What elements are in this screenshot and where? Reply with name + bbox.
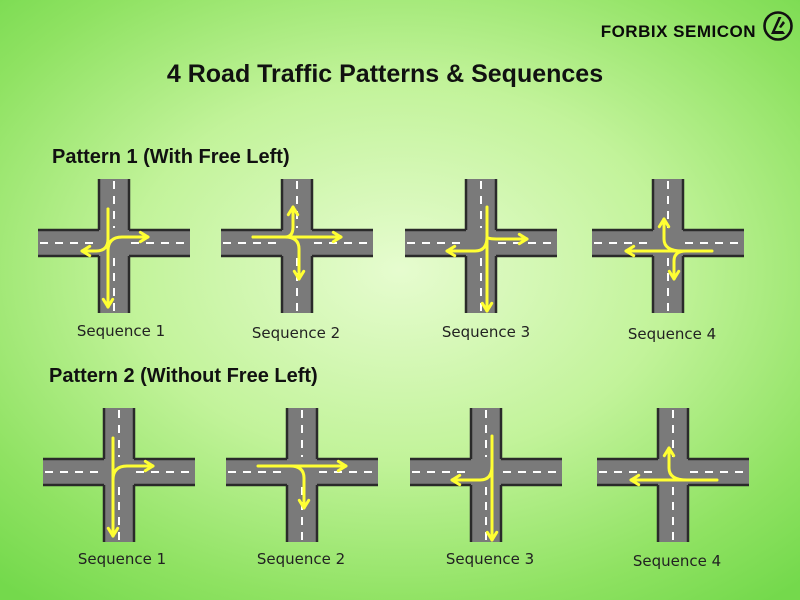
pattern-1-sequence-4-diagram xyxy=(592,179,744,313)
brand-name: FORBIX SEMICON xyxy=(600,22,756,41)
intersection xyxy=(221,179,373,313)
traffic-arrow-n-e xyxy=(111,459,155,538)
page-title: 4 Road Traffic Patterns & Sequences xyxy=(166,60,604,88)
road-edge-horizontal xyxy=(405,228,557,258)
traffic-arrow-e-s xyxy=(667,249,688,281)
traffic-arrow-w-s xyxy=(283,235,306,281)
traffic-arrow-w-s xyxy=(288,464,311,510)
road-edge-vertical xyxy=(469,408,503,542)
road-edge-horizontal xyxy=(597,457,749,487)
road-edge-horizontal xyxy=(410,457,562,487)
road-edge-horizontal xyxy=(221,228,373,258)
pattern-1-sequence-3-diagram xyxy=(405,179,557,313)
forbix-logo-icon xyxy=(763,11,793,41)
road-edge-vertical xyxy=(464,179,498,313)
pattern-2-sequence-3-diagram xyxy=(410,408,562,542)
road-edge-vertical xyxy=(285,408,319,542)
traffic-arrow-n-e xyxy=(106,230,150,309)
road-edge-horizontal xyxy=(38,228,190,258)
road-edge-horizontal xyxy=(226,457,378,487)
pattern-1-title: Pattern 1 (With Free Left) xyxy=(52,146,290,168)
intersection xyxy=(592,179,744,313)
traffic-arrow-n-w xyxy=(80,207,110,258)
intersection xyxy=(43,408,195,542)
intersection xyxy=(405,179,557,313)
traffic-arrow-w-e xyxy=(256,459,348,473)
pattern-2-sequence-1-label: Sequence 1 xyxy=(77,550,167,568)
pattern-1-sequence-3-label: Sequence 3 xyxy=(441,323,531,341)
intersection xyxy=(226,408,378,542)
pattern-2-sequence-2-diagram xyxy=(226,408,378,542)
pattern-1-sequence-2-diagram xyxy=(221,179,373,313)
road-edge-vertical xyxy=(280,179,314,313)
pattern-1-sequence-4-label: Sequence 4 xyxy=(627,325,717,343)
pattern-2-sequence-2-label: Sequence 2 xyxy=(256,550,346,568)
traffic-arrow-e-n xyxy=(662,446,689,482)
traffic-arrow-s-w xyxy=(445,235,489,258)
traffic-arrow-e-w xyxy=(629,473,719,487)
road-edge-vertical xyxy=(97,179,131,313)
pattern-2-sequence-4-label: Sequence 4 xyxy=(632,552,722,570)
traffic-arrow-s-n xyxy=(480,205,494,313)
road-edge-horizontal xyxy=(43,457,195,487)
intersection xyxy=(597,408,749,542)
pattern-2-sequence-3-label: Sequence 3 xyxy=(445,550,535,568)
traffic-arrow-w-e xyxy=(251,230,343,244)
pattern-2-sequence-1-diagram xyxy=(43,408,195,542)
traffic-arrow-s-n xyxy=(485,434,499,542)
intersection xyxy=(38,179,190,313)
pattern-1-sequence-1-label: Sequence 1 xyxy=(76,322,166,340)
road-edge-vertical xyxy=(651,179,685,313)
pattern-1-sequence-2-label: Sequence 2 xyxy=(251,324,341,342)
traffic-arrow-e-w xyxy=(624,244,714,258)
road-edge-horizontal xyxy=(592,228,744,258)
traffic-arrow-s-w xyxy=(450,464,494,487)
intersection xyxy=(410,408,562,542)
road-edge-vertical xyxy=(656,408,690,542)
pattern-2-title: Pattern 2 (Without Free Left) xyxy=(49,365,318,387)
road-edge-vertical xyxy=(102,408,136,542)
pattern-1-sequence-1-diagram xyxy=(38,179,190,313)
pattern-2-sequence-4-diagram xyxy=(597,408,749,542)
